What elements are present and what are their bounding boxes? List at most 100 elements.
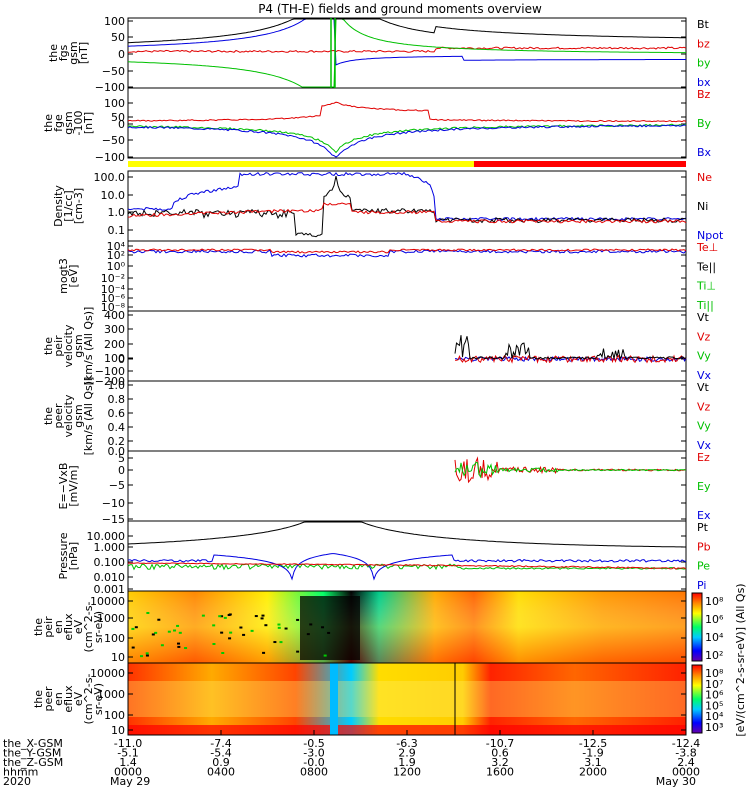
spectrogram-speckle [296, 618, 300, 621]
x-axis-value: -11.0 [114, 737, 142, 750]
legend-temp-te: Te⊥ [696, 241, 718, 254]
y-axis-label-density: Density[1/cc][cm-3] [52, 185, 85, 227]
colorbar-tick-label: 10⁶ [705, 689, 724, 702]
spectrogram-speckle [284, 627, 288, 630]
x-axis-value: -3.8 [675, 747, 696, 760]
y-axis-label-line: peer [42, 686, 55, 712]
spectrogram-speckle [327, 631, 331, 634]
x-axis-value: 1600 [486, 766, 514, 779]
spectrogram-speckle [262, 651, 266, 654]
spectrogram-speckle [228, 637, 232, 640]
y-axis-label-temp: mogt3[eV] [57, 258, 80, 294]
y-axis-label-line: velocity [62, 324, 75, 367]
y-axis-label-line: gsm [72, 404, 85, 427]
status-bar-segment-1 [473, 161, 686, 167]
y-tick-label: 100 [104, 97, 125, 110]
spectrogram-speckle [131, 646, 135, 649]
y-tick-label: 10000 [90, 667, 125, 680]
legend-fge-bx: Bx [697, 146, 712, 159]
x-axis-value: 1200 [393, 766, 421, 779]
y-tick-label: 10 [111, 724, 125, 737]
y-axis-label-line: the [42, 114, 55, 132]
x-axis-value: -5.1 [117, 747, 138, 760]
spectrogram-speckle [309, 623, 313, 626]
y-axis-label-line: velocity [62, 394, 75, 437]
trace-pressure-pt [127, 521, 686, 548]
y-axis-label-line: fge [52, 114, 65, 132]
status-bar-segment-0 [128, 161, 474, 167]
y-axis-label-line: [nT] [82, 112, 95, 134]
legend-fge-by: By [697, 117, 712, 130]
y-tick-label: 0.4 [108, 421, 126, 434]
y-tick-label: 10000 [90, 595, 125, 608]
y-tick-label: 0 [118, 353, 125, 366]
legend-peer_v-vy: Vy [697, 420, 711, 433]
spectrogram-speckle [273, 641, 277, 644]
y-axis-label-line: [nPa] [67, 542, 80, 570]
spectrogram-speckle [264, 624, 268, 627]
y-tick-label: 50 [111, 31, 125, 44]
spectrogram-speckle [177, 645, 181, 648]
x-axis-value: 0000 [672, 766, 700, 779]
x-axis-value: -10.7 [486, 737, 514, 750]
trace-fgs-bz [128, 46, 687, 53]
x-axis-value: 1.9 [398, 756, 416, 769]
y-axis-label-line: -100 [72, 111, 85, 136]
spectrogram-speckle [146, 611, 150, 614]
y-axis-label-line: gsm [62, 111, 75, 134]
spectrogram-band [128, 681, 686, 717]
x-axis-value: 2000 [579, 766, 607, 779]
y-tick-label: 100 [104, 15, 125, 28]
y-tick-label: 10.000 [87, 530, 126, 543]
spectrogram-speckle [261, 614, 265, 617]
y-tick-label: 0.1 [108, 224, 126, 237]
y-tick-label: 1.0 [108, 206, 126, 219]
y-tick-label: 10⁻⁶ [101, 292, 126, 305]
spectrogram-speckle [154, 631, 158, 634]
y-axis-label-line: the [42, 337, 55, 355]
spectrogram-speckle [239, 626, 243, 629]
trace-fge-bz [127, 101, 687, 123]
y-tick-label: −5 [109, 479, 125, 492]
spectrogram-speckle [279, 641, 283, 644]
y-axis-label-efield: E=−VxB[mV/m] [57, 463, 80, 510]
y-axis-label-line: the [32, 690, 45, 708]
legend-pressure-pb: Pb [697, 540, 711, 553]
x-axis-value: -7.4 [210, 737, 231, 750]
colorbar-tick-label: 10⁸ [705, 595, 724, 608]
y-tick-label: 0.0 [108, 445, 126, 458]
x-axis-value: -3.0 [303, 747, 324, 760]
y-axis-label-line: Density [52, 185, 65, 227]
y-axis-label-line: Pressure [57, 532, 70, 579]
legend-fgs-bt: Bt [697, 18, 710, 31]
spectrogram-speckle [250, 629, 254, 632]
trace-density-npot [127, 171, 687, 222]
spectrogram-speckle [140, 655, 144, 658]
y-axis-label-line: [nT] [77, 42, 90, 64]
spectrogram-speckle [218, 615, 222, 618]
panel-frame-peer_v [127, 380, 687, 452]
y-tick-label: 0.001 [94, 583, 126, 596]
legend-peer_v-vz: Vz [697, 400, 711, 413]
spectrogram-speckle [134, 626, 138, 629]
spectrogram-speckle [176, 624, 180, 627]
y-tick-label: 1.0 [108, 379, 126, 392]
legend-fge-bz: Bz [697, 88, 711, 101]
colorbar-side-label: [eV/(cm^2-s-sr-eV)] (All Qs) [734, 583, 747, 736]
spectrogram-speckle [221, 651, 225, 654]
y-tick-label: 1000 [97, 612, 125, 625]
spectrogram-speckle [157, 618, 161, 621]
spectrogram-dark-region [300, 596, 360, 660]
y-tick-label: 10⁰ [107, 260, 126, 273]
y-tick-label: 0 [118, 118, 125, 131]
y-axis-label-line: fgs [57, 44, 70, 61]
x-axis-value: 3.1 [584, 756, 602, 769]
y-tick-label: 5 [118, 452, 125, 465]
y-tick-label: 100 [104, 352, 125, 365]
x-axis-value: May 29 [110, 775, 150, 788]
y-tick-label: 10² [107, 249, 125, 262]
x-axis-value: 1.4 [119, 756, 137, 769]
